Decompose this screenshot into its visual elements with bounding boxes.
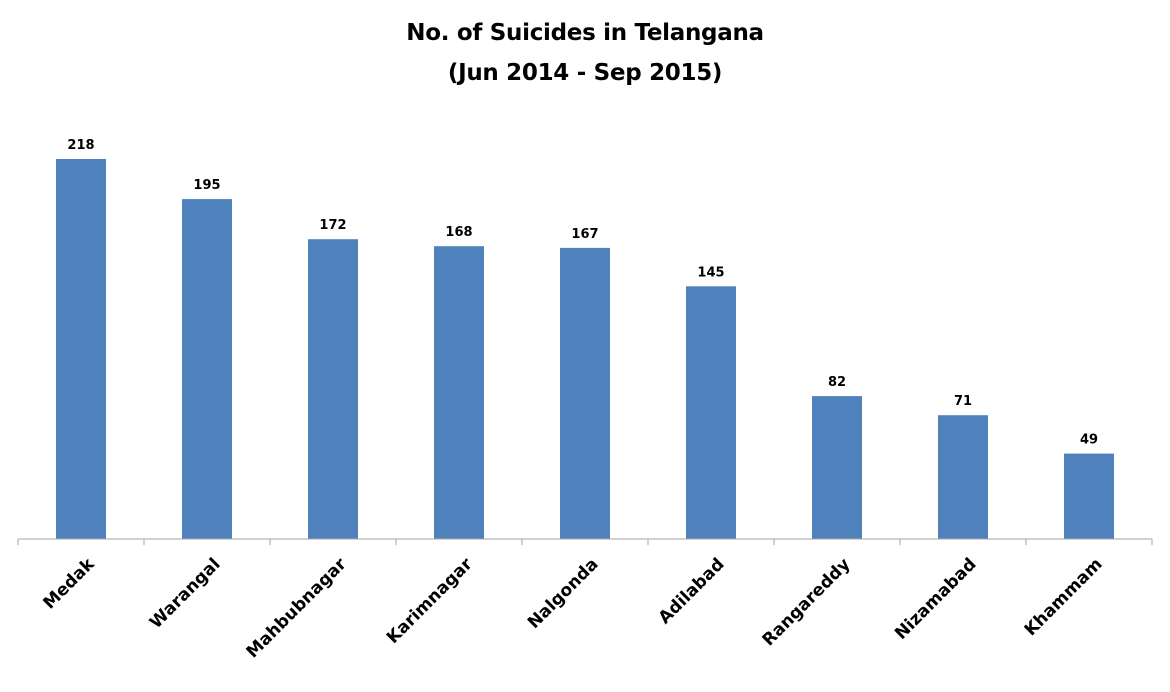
- category-label-khammam: Khammam: [1021, 554, 1107, 640]
- bar-khammam: [1064, 453, 1114, 539]
- category-label-nalgonda: Nalgonda: [524, 554, 603, 633]
- bar-nalgonda: [560, 247, 610, 539]
- bar-rangareddy: [812, 396, 862, 539]
- bar-mahbubnagar: [308, 239, 358, 539]
- value-label-rangareddy: 82: [828, 375, 846, 390]
- category-label-rangareddy: Rangareddy: [759, 554, 855, 650]
- category-label-medak: Medak: [40, 554, 99, 613]
- bar-warangal: [182, 199, 232, 539]
- bar-adilabad: [686, 286, 736, 539]
- value-label-khammam: 49: [1080, 433, 1098, 448]
- category-label-mahbubnagar: Mahbubnagar: [243, 554, 351, 662]
- chart-subtitle: (Jun 2014 - Sep 2015): [447, 60, 723, 86]
- bar-medak: [56, 159, 106, 539]
- value-label-medak: 218: [67, 138, 94, 153]
- bar-karimnagar: [434, 246, 484, 539]
- chart-title: No. of Suicides in Telangana: [406, 20, 764, 46]
- category-label-nizamabad: Nizamabad: [891, 554, 980, 643]
- category-label-adilabad: Adilabad: [655, 554, 729, 628]
- value-label-warangal: 195: [193, 178, 220, 193]
- category-label-karimnagar: Karimnagar: [383, 554, 477, 648]
- value-label-karimnagar: 168: [445, 225, 472, 240]
- value-label-adilabad: 145: [697, 265, 724, 280]
- value-label-nalgonda: 167: [571, 227, 598, 242]
- category-label-warangal: Warangal: [146, 554, 225, 633]
- bar-nizamabad: [938, 415, 988, 539]
- value-label-nizamabad: 71: [954, 394, 972, 409]
- value-label-mahbubnagar: 172: [319, 218, 346, 233]
